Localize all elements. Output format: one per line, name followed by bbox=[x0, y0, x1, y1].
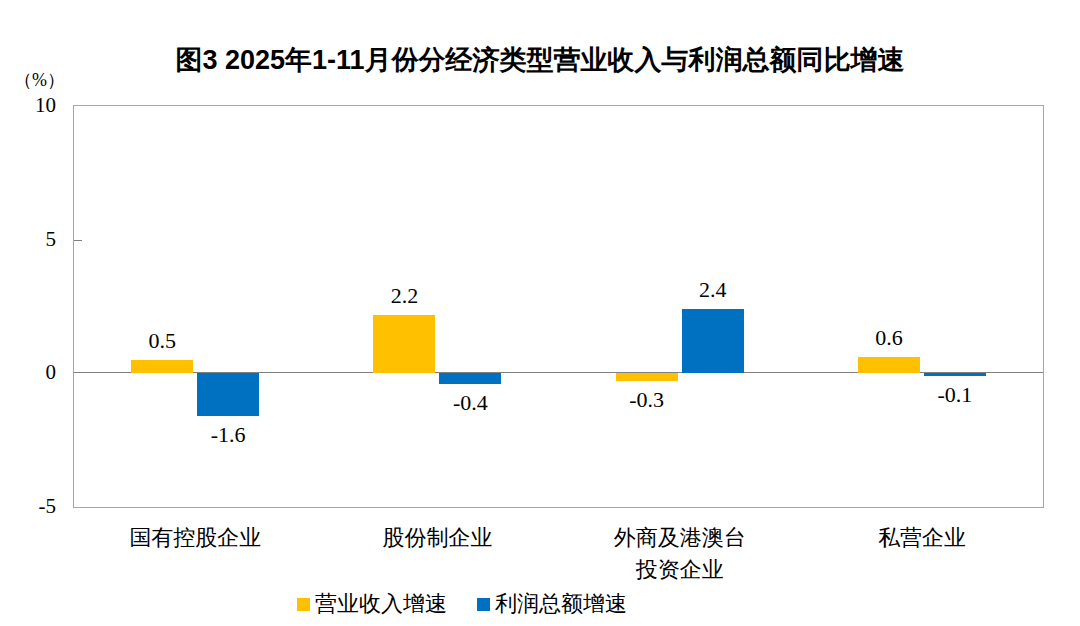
legend-swatch-icon bbox=[477, 598, 490, 611]
bar-revenue-growth bbox=[858, 357, 920, 373]
bar-profit-growth bbox=[924, 373, 986, 376]
y-tick-mark bbox=[74, 240, 82, 241]
bar-value-label: -0.3 bbox=[597, 387, 697, 413]
legend-swatch-icon bbox=[297, 598, 310, 611]
y-axis-tick-label: 10 bbox=[0, 93, 56, 117]
x-category-label: 股份制企业 bbox=[317, 522, 557, 554]
legend-label: 营业收入增速 bbox=[315, 592, 447, 616]
bar-value-label: 2.4 bbox=[663, 277, 763, 303]
bar-value-label: 0.6 bbox=[839, 325, 939, 351]
bar-revenue-growth bbox=[373, 315, 435, 374]
x-category-label: 外商及港澳台 投资企业 bbox=[560, 522, 800, 586]
chart-figure: 图3 2025年1-11月份分经济类型营业收入与利润总额同比增速 （%） 0.5… bbox=[0, 0, 1080, 626]
bar-value-label: -0.4 bbox=[420, 390, 520, 416]
bar-value-label: -0.1 bbox=[905, 382, 1005, 408]
legend-label: 利润总额增速 bbox=[495, 592, 627, 616]
bar-profit-growth bbox=[439, 373, 501, 384]
bar-value-label: -1.6 bbox=[178, 422, 278, 448]
bar-value-label: 0.5 bbox=[112, 328, 212, 354]
y-axis-tick-label: -5 bbox=[0, 494, 56, 518]
bar-profit-growth bbox=[197, 373, 259, 416]
bar-value-label: 2.2 bbox=[354, 283, 454, 309]
bar-revenue-growth bbox=[616, 373, 678, 381]
y-axis-unit-label: （%） bbox=[14, 68, 65, 92]
y-axis-tick-label: 5 bbox=[0, 227, 56, 251]
chart-title: 图3 2025年1-11月份分经济类型营业收入与利润总额同比增速 bbox=[0, 42, 1080, 78]
legend-item-revenue-growth: 营业收入增速 bbox=[297, 592, 447, 616]
bar-profit-growth bbox=[682, 309, 744, 373]
legend: 营业收入增速 利润总额增速 bbox=[297, 592, 627, 616]
bar-revenue-growth bbox=[131, 360, 193, 373]
y-axis-tick-label: 0 bbox=[0, 360, 56, 384]
x-category-label: 国有控股企业 bbox=[75, 522, 315, 554]
x-category-label: 私营企业 bbox=[802, 522, 1042, 554]
legend-item-profit-growth: 利润总额增速 bbox=[477, 592, 627, 616]
plot-area: 0.5 2.2 -0.3 0.6 -1.6 -0.4 2.4 -0.1 bbox=[73, 105, 1044, 508]
